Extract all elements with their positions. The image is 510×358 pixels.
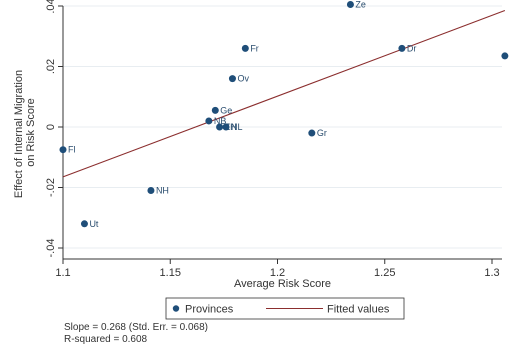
scatter-points-layer: ZeFrDrLiOvGeNBZHNLGrFlNHUt [59, 0, 510, 229]
y-tick-label: 0 [45, 124, 57, 130]
data-point-dr [398, 44, 406, 52]
data-point-fr [241, 44, 249, 52]
r-squared-note: R-squared = 0.608 [64, 334, 148, 345]
x-tick-label: 1.1 [55, 267, 70, 279]
data-point-gr [308, 129, 316, 137]
data-point-nb [205, 117, 213, 125]
x-tick-label: 1.15 [160, 267, 181, 279]
point-label-gr: Gr [317, 128, 327, 138]
x-tick-label: 1.2 [270, 267, 285, 279]
data-point-fl [59, 146, 67, 154]
point-label-ge: Ge [220, 105, 232, 115]
point-label-fr: Fr [250, 43, 259, 53]
point-label-ze: Ze [355, 0, 366, 9]
data-point-zh [216, 123, 224, 131]
data-point-nh [147, 187, 155, 195]
point-label-ov: Ov [237, 74, 249, 84]
y-axis-title-line-2: on Risk Score [25, 98, 37, 166]
plot-area [63, 6, 502, 259]
data-point-ut [80, 220, 88, 228]
data-point-ov [228, 75, 236, 83]
legend: Provinces Fitted values [165, 297, 405, 320]
point-label-nh: NH [156, 186, 169, 196]
legend-label-fitted-values: Fitted values [327, 304, 390, 316]
y-tick-label: .04 [45, 0, 57, 14]
point-label-nl: NL [231, 122, 243, 132]
y-axis-title: Effect of Internal Migration on Risk Sco… [13, 67, 37, 198]
slope-note: Slope = 0.268 (Std. Err. = 0.068) [64, 322, 208, 333]
legend-marker-provinces [172, 305, 180, 312]
data-point-ze [346, 0, 354, 8]
x-tick-label: 1.3 [484, 267, 499, 279]
y-axis-ticks: -.04 -.02 0 .02 .04 [45, 0, 63, 257]
x-axis-ticks: 1.1 1.15 1.2 1.25 1.3 [55, 259, 500, 279]
data-point-ge [211, 106, 219, 114]
point-label-ut: Ut [89, 219, 98, 229]
x-axis-title: Average Risk Score [234, 278, 331, 290]
y-axis-title-line-1: Effect of Internal Migration [13, 70, 25, 198]
gridlines [63, 5, 502, 249]
y-tick-label: -.04 [45, 239, 57, 258]
point-label-nb: NB [214, 116, 227, 126]
y-tick-label: .02 [45, 59, 57, 74]
point-label-zh: ZH [225, 122, 237, 132]
fitted-line [62, 10, 506, 178]
point-label-fl: Fl [68, 145, 76, 155]
y-tick-label: -.02 [45, 178, 57, 197]
fitted-line-layer [62, 10, 506, 178]
data-point-nl [222, 123, 230, 131]
x-tick-label: 1.25 [374, 267, 395, 279]
legend-label-provinces: Provinces [185, 304, 234, 316]
data-point-li [501, 52, 509, 60]
point-label-dr: Dr [407, 43, 417, 53]
